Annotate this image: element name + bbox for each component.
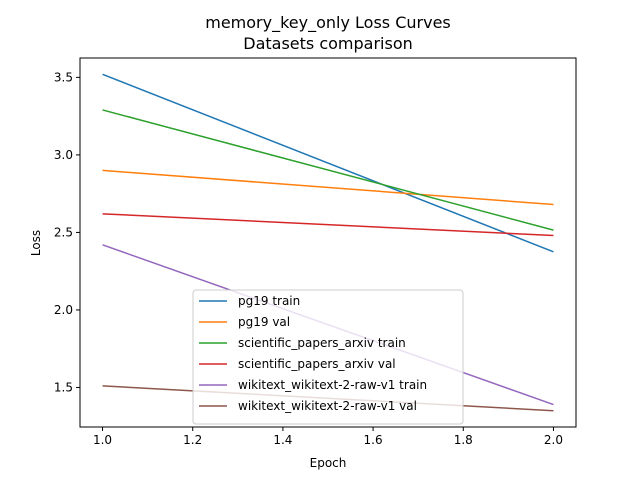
series-line-2 <box>102 109 554 231</box>
legend-label: scientific_papers_arxiv train <box>238 336 406 350</box>
x-axis-label: Epoch <box>310 456 347 470</box>
x-tick-label: 1.4 <box>273 433 292 447</box>
legend-box <box>192 289 464 425</box>
y-axis-label: Loss <box>29 230 43 256</box>
y-tick-label: 2.5 <box>54 225 73 239</box>
series-line-0 <box>102 73 554 253</box>
series-line-3 <box>102 213 554 237</box>
series-line-1 <box>102 169 554 206</box>
x-tick-label: 1.0 <box>93 433 112 447</box>
chart-subtitle: Datasets comparison <box>243 34 413 53</box>
y-tick-label: 3.0 <box>54 148 73 162</box>
x-tick-label: 1.2 <box>183 433 202 447</box>
legend-label: wikitext_wikitext-2-raw-v1 val <box>238 399 417 413</box>
y-tick-label: 3.5 <box>54 70 73 84</box>
x-axis: 1.0 1.2 1.4 1.6 1.8 2.0 <box>93 427 563 447</box>
legend-label: scientific_papers_arxiv val <box>238 357 396 371</box>
y-axis: 1.5 2.0 2.5 3.0 3.5 <box>54 70 80 394</box>
legend-label: pg19 val <box>238 315 290 329</box>
plot-frame <box>79 57 577 428</box>
legend-label: pg19 train <box>238 294 300 308</box>
chart-title: memory_key_only Loss Curves <box>205 13 451 33</box>
x-tick-label: 1.6 <box>364 433 383 447</box>
y-tick-label: 1.5 <box>54 380 73 394</box>
y-tick-label: 2.0 <box>54 303 73 317</box>
x-tick-label: 1.8 <box>454 433 473 447</box>
x-tick-label: 2.0 <box>544 433 563 447</box>
legend: pg19 train pg19 val scientific_papers_arxi… <box>192 289 464 425</box>
legend-label: wikitext_wikitext-2-raw-v1 train <box>238 378 427 392</box>
